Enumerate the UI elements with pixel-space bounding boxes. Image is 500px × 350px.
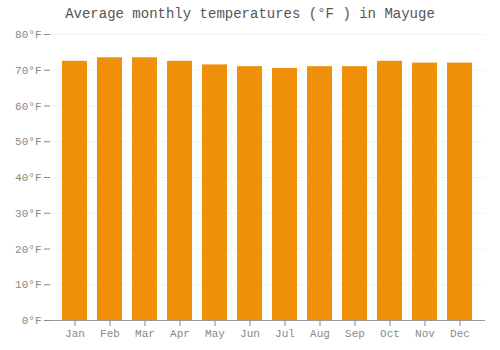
svg-text:Feb: Feb — [100, 328, 120, 340]
svg-text:20°F: 20°F — [15, 244, 41, 256]
svg-text:Jul: Jul — [275, 328, 295, 340]
svg-text:Dec: Dec — [450, 328, 470, 340]
svg-text:Oct: Oct — [380, 328, 400, 340]
svg-text:50°F: 50°F — [15, 136, 41, 148]
svg-text:60°F: 60°F — [15, 101, 41, 113]
svg-text:Jun: Jun — [240, 328, 260, 340]
svg-text:0°F: 0°F — [22, 315, 42, 327]
svg-text:80°F: 80°F — [15, 29, 41, 41]
svg-text:30°F: 30°F — [15, 208, 41, 220]
svg-text:Jan: Jan — [65, 328, 85, 340]
html-text:Average monthly temperatures (: Average monthly temperatures (°F ) in Ma… — [65, 6, 435, 22]
svg-text:Sep: Sep — [345, 328, 365, 340]
svg-text:Mar: Mar — [135, 328, 155, 340]
svg-text:May: May — [205, 328, 225, 340]
svg-text:Apr: Apr — [170, 328, 190, 340]
svg-text:Aug: Aug — [310, 328, 330, 340]
svg-text:40°F: 40°F — [15, 172, 41, 184]
svg-text:10°F: 10°F — [15, 279, 41, 291]
svg-text:Nov: Nov — [415, 328, 435, 340]
svg-text:70°F: 70°F — [15, 65, 41, 77]
